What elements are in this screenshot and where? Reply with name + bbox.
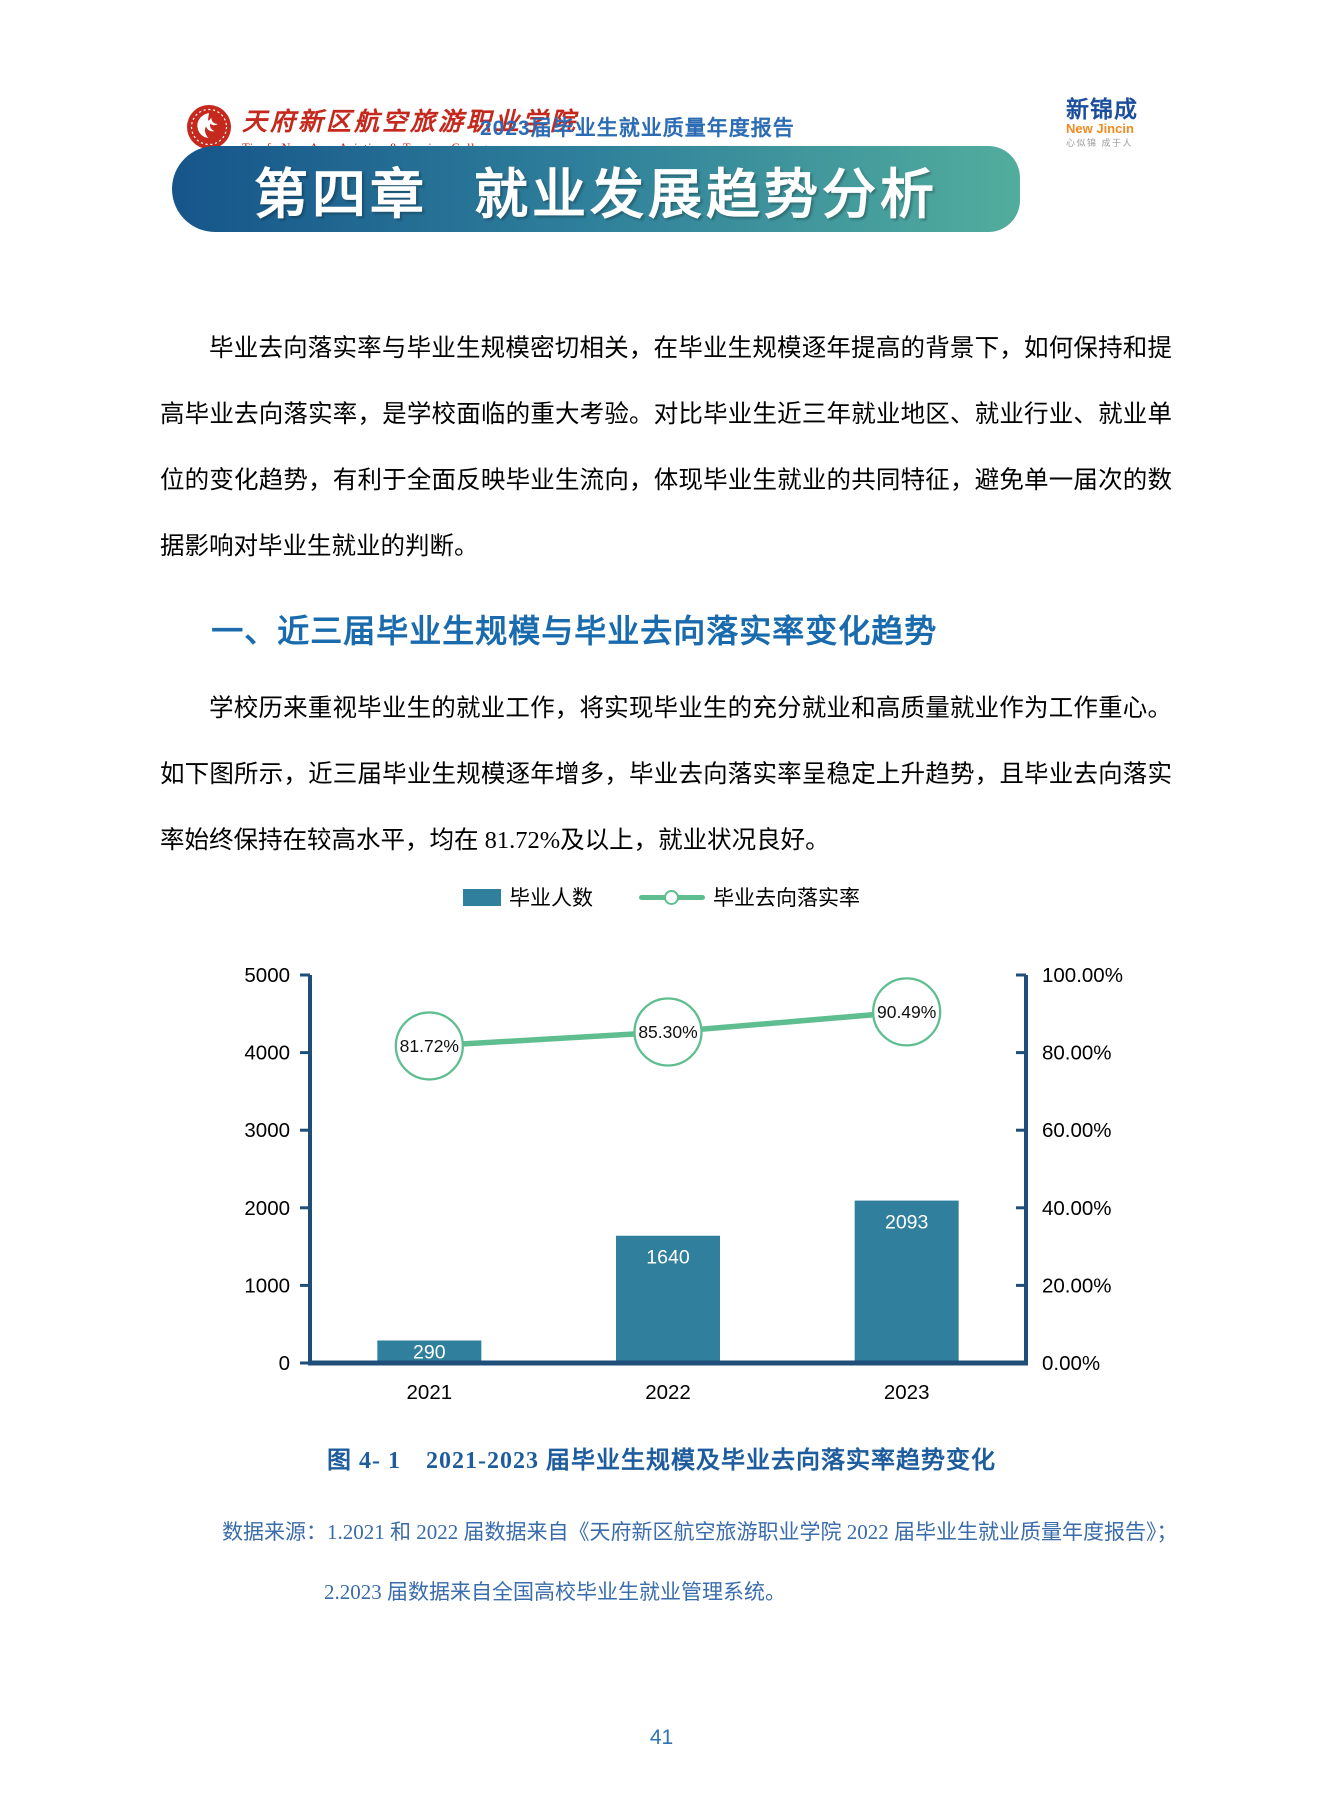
report-header-title: 2023届毕业生就业质量年度报告 bbox=[480, 117, 795, 140]
brand-tagline: 心似锦 成于人 bbox=[1066, 137, 1134, 148]
chapter-banner: 第四章 就业发展趋势分析 bbox=[172, 146, 1020, 232]
right-axis-tick-label: 60.00% bbox=[1042, 1119, 1112, 1142]
school-name-block: 天府新区航空旅游职业学院 Tianfu New Area Aviation & … bbox=[242, 102, 662, 156]
data-source-notes: 数据来源：1.2021 和 2022 届数据来自《天府新区航空旅游职业学院 20… bbox=[160, 1502, 1210, 1622]
chapter-number: 第四章 bbox=[254, 164, 428, 225]
left-axis-tick-label: 5000 bbox=[244, 964, 290, 987]
left-axis-tick-label: 4000 bbox=[244, 1042, 290, 1065]
left-axis-tick-label: 0 bbox=[279, 1352, 290, 1375]
school-name-cn: 天府新区航空旅游职业学院 bbox=[242, 109, 579, 136]
line-series-swatch-icon bbox=[639, 889, 705, 906]
rate-marker-circle bbox=[872, 977, 942, 1047]
left-axis-tick-label: 3000 bbox=[244, 1119, 290, 1142]
x-axis-category-label: 2023 bbox=[884, 1381, 930, 1404]
legend-item-bar: 毕业人数 bbox=[463, 882, 593, 912]
right-axis-tick-label: 0.00% bbox=[1042, 1352, 1100, 1375]
bar-value-label: 1640 bbox=[646, 1247, 690, 1269]
brand-logo: 新锦成 New Jincin 心似锦 成于人 bbox=[1066, 97, 1176, 148]
rate-value-label: 90.49% bbox=[877, 1002, 936, 1022]
bar-value-label: 2093 bbox=[885, 1212, 928, 1234]
legend-item-line: 毕业去向落实率 bbox=[639, 882, 860, 912]
brand-name-en: New Jincin bbox=[1066, 121, 1134, 137]
left-axis-tick-label: 1000 bbox=[244, 1274, 290, 1297]
right-axis-tick-label: 40.00% bbox=[1042, 1197, 1112, 1220]
body-content: 毕业去向落实率与毕业生规模密切相关，在毕业生规模逐年提高的背景下，如何保持和提高… bbox=[160, 316, 1172, 874]
page-number: 41 bbox=[649, 1726, 674, 1749]
combo-chart-svg: 5000 100.00% 4000 80.00% 3000 60.00% 2000 40.00… bbox=[244, 964, 1123, 1404]
chapter-title: 就业发展趋势分析 bbox=[474, 164, 938, 225]
brand-name-cn: 新锦成 bbox=[1066, 96, 1138, 122]
bar-value-label: 290 bbox=[413, 1342, 446, 1364]
chart-legend: 毕业人数 毕业去向落实率 bbox=[0, 882, 1323, 912]
right-axis-tick-label: 100.00% bbox=[1042, 964, 1123, 987]
section-1-heading: 一、近三届毕业生规模与毕业去向落实率变化趋势 bbox=[211, 613, 938, 649]
rate-marker-circle bbox=[633, 997, 703, 1067]
bar-2021 bbox=[377, 1340, 482, 1363]
data-source-line-1: 数据来源：1.2021 和 2022 届数据来自《天府新区航空旅游职业学院 20… bbox=[222, 1520, 1178, 1544]
x-axis-category-label: 2021 bbox=[407, 1381, 453, 1404]
rate-value-label: 85.30% bbox=[638, 1022, 697, 1042]
bar-series-swatch-icon bbox=[463, 888, 501, 906]
right-axis-tick-label: 80.00% bbox=[1042, 1042, 1112, 1065]
legend-label-line: 毕业去向落实率 bbox=[713, 886, 860, 910]
data-source-line-2: 2.2023 届数据来自全国高校毕业生就业管理系统。 bbox=[324, 1580, 786, 1604]
figure-caption: 图 4- 1 2021-2023 届毕业生规模及毕业去向落实率趋势变化 bbox=[327, 1448, 996, 1474]
school-phoenix-logo-icon bbox=[187, 105, 231, 149]
rate-value-label: 81.72% bbox=[400, 1036, 459, 1056]
left-axis-tick-label: 2000 bbox=[244, 1197, 290, 1220]
rate-marker-circle bbox=[394, 1011, 464, 1081]
paragraph-1: 毕业去向落实率与毕业生规模密切相关，在毕业生规模逐年提高的背景下，如何保持和提高… bbox=[160, 335, 1172, 560]
x-axis-category-label: 2022 bbox=[645, 1381, 691, 1404]
legend-label-bar: 毕业人数 bbox=[509, 886, 593, 910]
bar-2022 bbox=[616, 1235, 720, 1363]
paragraph-2: 学校历来重视毕业生的就业工作，将实现毕业生的充分就业和高质量就业作为工作重心。如… bbox=[160, 695, 1172, 854]
bar-2023 bbox=[854, 1200, 959, 1363]
figure-4-1-combo-chart: 5000 100.00% 4000 80.00% 3000 60.00% 2000 40.00… bbox=[200, 930, 1310, 1410]
right-axis-tick-label: 20.00% bbox=[1042, 1274, 1112, 1297]
